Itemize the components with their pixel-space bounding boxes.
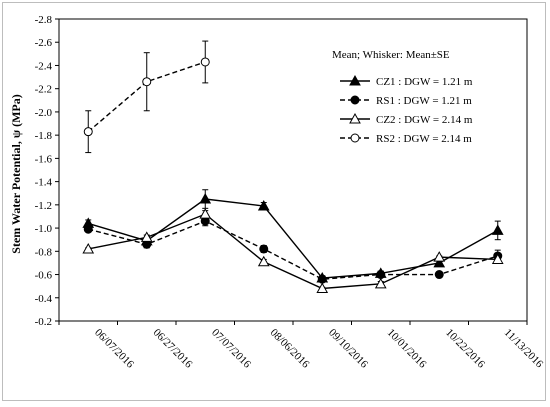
data-point — [83, 224, 93, 234]
data-point — [257, 199, 270, 211]
data-point — [433, 256, 446, 268]
legend-label: CZ2 : DGW = 2.14 m — [376, 114, 473, 126]
data-point — [199, 208, 212, 219]
x-tick-label: 08/06/2016 — [268, 327, 312, 371]
data-point — [434, 270, 444, 280]
legend: Mean; Whisker: Mean±SE CZ1 : DGW = 1.21 m… — [332, 49, 473, 145]
y-tick-label: -0.8 — [35, 246, 53, 258]
y-tick-label: -2.0 — [35, 107, 53, 119]
data-point — [374, 277, 387, 289]
tick-labels-group: -2.8 -2.6 -2.4 -2.2 -2.0 -1.8 -1.6 -1.4 -1.2 -1.0… — [35, 14, 546, 371]
data-point — [140, 231, 153, 242]
y-tick-label: -0.4 — [35, 293, 53, 305]
data-point — [316, 282, 329, 293]
chart-frame: -2.8 -2.6 -2.4 -2.2 -2.0 -1.8 -1.6 -1.4 -1.2 -1.0… — [2, 2, 546, 401]
data-point — [82, 242, 95, 254]
x-tick-label: 09/10/2016 — [326, 327, 370, 371]
data-point — [259, 244, 269, 254]
data-point — [376, 270, 386, 280]
axes-group — [55, 18, 528, 325]
data-point — [433, 251, 446, 262]
data-point — [491, 224, 504, 235]
series-group — [82, 40, 504, 293]
legend-label: RS1 : DGW = 1.21 m — [376, 95, 472, 107]
y-tick-label: -0.6 — [35, 270, 53, 282]
x-tick-label: 07/07/2016 — [209, 327, 253, 371]
data-point — [199, 193, 212, 204]
y-tick-label: -0.2 — [35, 316, 52, 328]
data-point — [142, 77, 152, 87]
legend-label: CZ1 : DGW = 1.21 m — [376, 76, 473, 88]
x-tick-label: 06/27/2016 — [151, 327, 195, 371]
y-tick-label: -2.6 — [35, 37, 53, 49]
series-line — [88, 220, 498, 280]
x-tick-label: 11/13/2016 — [502, 327, 546, 371]
x-tick-label: 10/01/2016 — [385, 327, 429, 371]
data-point — [257, 255, 270, 267]
data-point — [317, 274, 327, 284]
y-tick-label: -2.8 — [35, 14, 53, 26]
y-tick-label: -1.2 — [35, 200, 52, 212]
legend-marker — [349, 74, 361, 86]
y-axis-label: Stem Water Potential, ψ (MPa) — [9, 94, 23, 253]
data-point — [200, 57, 210, 67]
y-tick-label: -2.2 — [35, 84, 52, 96]
y-tick-label: -1.8 — [35, 130, 53, 142]
y-tick-label: -1.0 — [35, 223, 53, 235]
legend-title: Mean; Whisker: Mean±SE — [332, 49, 450, 61]
y-tick-label: -1.6 — [35, 153, 53, 165]
series-2 — [83, 215, 503, 284]
data-point — [83, 127, 93, 137]
legend-marker — [350, 95, 360, 105]
y-tick-label: -1.4 — [35, 177, 53, 189]
series-3 — [82, 208, 504, 293]
y-tick-label: -2.4 — [35, 60, 53, 72]
legend-marker — [349, 112, 361, 124]
legend-label: RS2 : DGW = 2.14 m — [376, 133, 472, 145]
legend-marker — [350, 133, 360, 143]
series-line — [88, 213, 498, 290]
x-tick-label: 10/22/2016 — [443, 327, 487, 371]
x-tick-label: 06/07/2016 — [92, 327, 136, 371]
chart-svg: -2.8 -2.6 -2.4 -2.2 -2.0 -1.8 -1.6 -1.4 -1.2 -1.0… — [9, 14, 546, 371]
data-point — [491, 253, 504, 264]
series-4 — [83, 40, 210, 154]
